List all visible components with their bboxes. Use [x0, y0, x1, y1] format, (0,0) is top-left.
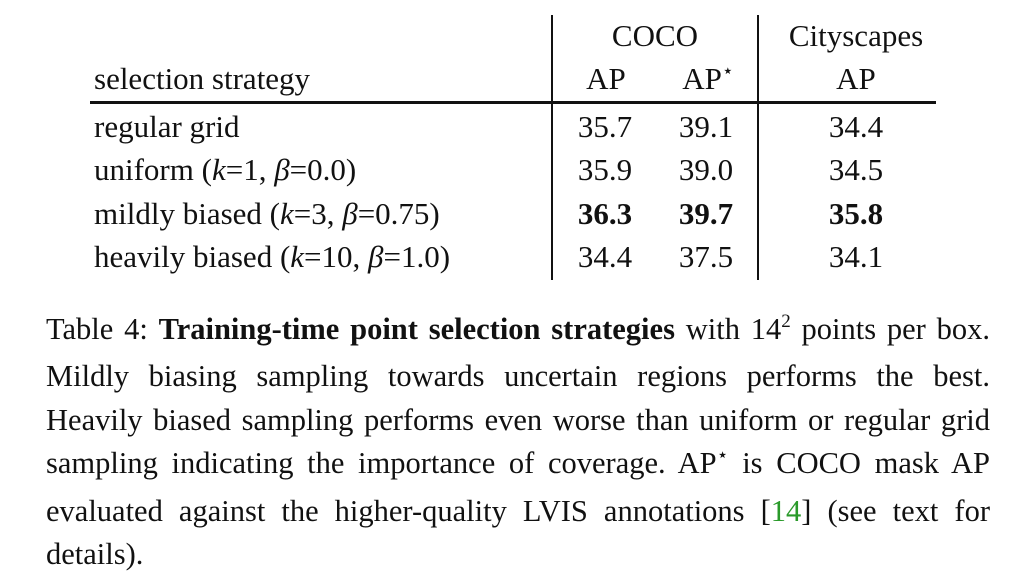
header-cityscapes-ap: AP	[836, 61, 876, 96]
caption-star: ⋆	[716, 445, 729, 467]
row-uniform-ap: 35.9	[577, 152, 633, 187]
citation-link[interactable]: 14	[770, 493, 802, 528]
row-mildly-biased-apstar: 39.7	[678, 196, 734, 231]
column-divider-left	[551, 15, 553, 280]
row-regular-grid-label: regular grid	[94, 109, 240, 144]
header-rule	[90, 101, 936, 104]
row-regular-grid-cityscapes: 34.4	[828, 109, 884, 144]
row-heavily-biased-ap: 34.4	[577, 239, 633, 274]
header-coco: COCO	[611, 18, 699, 53]
caption-title: Training-time point selection strategies	[158, 312, 675, 346]
row-heavily-biased-apstar: 37.5	[678, 239, 734, 274]
row-uniform-apstar: 39.0	[678, 152, 734, 187]
row-uniform-cityscapes: 34.5	[828, 152, 884, 187]
star-superscript: ⋆	[721, 61, 734, 82]
caption-label: Table 4:	[46, 312, 148, 346]
row-mildly-biased-label: mildly biased (k=3, β=0.75)	[94, 196, 440, 231]
caption-exponent: 2	[781, 311, 791, 332]
row-regular-grid-ap: 35.7	[577, 109, 633, 144]
header-coco-ap: AP	[586, 61, 626, 96]
row-heavily-biased-label: heavily biased (k=10, β=1.0)	[94, 239, 451, 274]
column-divider-right	[757, 15, 759, 280]
row-mildly-biased-ap: 36.3	[577, 196, 633, 231]
header-coco-apstar: AP⋆	[682, 61, 734, 96]
row-uniform-label: uniform (k=1, β=0.0)	[94, 152, 357, 187]
row-regular-grid-apstar: 39.1	[678, 109, 734, 144]
row-mildly-biased-cityscapes: 35.8	[828, 196, 884, 231]
header-selection-strategy: selection strategy	[94, 61, 311, 96]
table-caption: Table 4: Training-time point selection s…	[46, 311, 990, 572]
header-cityscapes: Cityscapes	[788, 18, 924, 53]
row-heavily-biased-cityscapes: 34.1	[828, 239, 884, 274]
